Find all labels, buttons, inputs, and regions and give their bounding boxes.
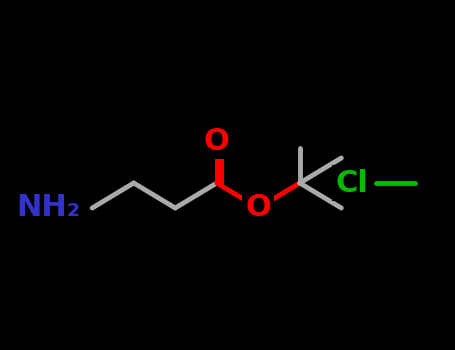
Text: O: O: [204, 127, 230, 156]
Text: O: O: [245, 194, 271, 223]
Text: NH₂: NH₂: [16, 194, 81, 223]
Text: Cl: Cl: [335, 168, 368, 197]
